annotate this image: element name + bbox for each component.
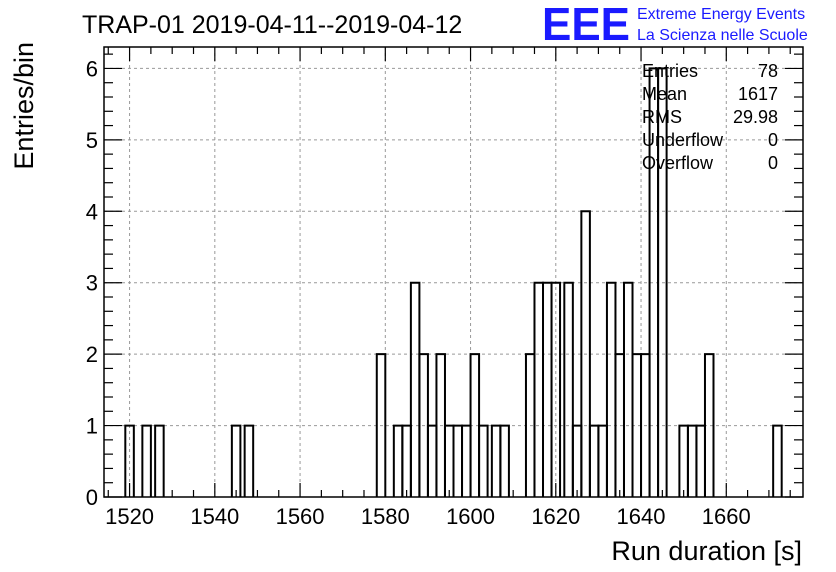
plot-frame (103, 46, 804, 498)
y-tick-label: 2 (86, 342, 98, 367)
stats-label: RMS (642, 107, 682, 127)
histogram-bin (426, 424, 438, 497)
x-tick-label: 1640 (617, 504, 666, 529)
x-tick-label: 1560 (276, 504, 325, 529)
x-tick-label: 1520 (105, 504, 154, 529)
y-tick-label: 4 (86, 199, 98, 224)
histogram-bin (563, 281, 574, 497)
y-axis-label: Entries/bin (9, 42, 39, 170)
x-axis-label: Run duration [s] (611, 536, 802, 566)
y-tick-label: 0 (86, 485, 98, 510)
axis-ticks (104, 47, 803, 498)
histogram-bin (409, 281, 421, 497)
histogram-bin (678, 424, 689, 497)
stats-label: Mean (642, 84, 687, 104)
logo-line2: La Scienza nelle Scuole (637, 27, 808, 44)
logo-line1: Extreme Energy Events (637, 6, 805, 23)
stats-value: 29.98 (733, 107, 778, 127)
stats-value: 78 (758, 61, 778, 81)
histogram-bin (622, 281, 634, 497)
histogram-bin (571, 424, 583, 497)
stats-label: Underflow (642, 130, 724, 150)
y-tick-label: 3 (86, 271, 98, 296)
x-tick-label: 1600 (446, 504, 495, 529)
histogram-bin (124, 424, 135, 497)
logo: EEE Extreme Energy Events La Scienza nel… (542, 0, 808, 50)
chart-title: TRAP-01 2019-04-11--2019-04-12 (82, 11, 462, 39)
stats-value: 0 (768, 153, 778, 173)
histogram-bin (772, 424, 783, 497)
histogram-bin (141, 424, 152, 497)
histogram-bin (703, 353, 715, 497)
histogram-bin (550, 281, 562, 497)
histogram-bin (499, 424, 510, 497)
histogram-bin (478, 424, 489, 497)
histogram-bin (695, 424, 706, 497)
histogram-bin (533, 281, 545, 497)
stats-value: 1617 (738, 84, 778, 104)
histogram-bin (657, 67, 668, 497)
histogram-bin (375, 353, 387, 497)
histogram-bin (230, 424, 242, 497)
stats-value: 0 (768, 130, 778, 150)
histogram-bin (461, 424, 472, 497)
histogram-bars (124, 67, 783, 497)
histogram-bin (580, 210, 591, 497)
histogram-bin (443, 424, 455, 497)
y-tick-label: 5 (86, 128, 98, 153)
y-tick-labels: 0 1 2 3 4 5 6 (86, 56, 98, 510)
histogram-bin (588, 424, 600, 497)
grid-lines (104, 47, 803, 497)
histogram-bin (401, 424, 412, 497)
y-tick-label: 1 (86, 414, 98, 439)
y-tick-label: 6 (86, 56, 98, 81)
histogram-bin (686, 424, 698, 497)
x-tick-labels: 1520 1540 1560 1580 1600 1620 1640 1660 (105, 504, 751, 529)
histogram-bin (605, 281, 617, 497)
histogram-bin (392, 424, 404, 497)
x-tick-label: 1620 (531, 504, 580, 529)
histogram-bin (243, 424, 255, 497)
histogram-bin (154, 424, 165, 497)
stats-box: Entries 78 Mean 1617 RMS 29.98 Underflow 0 Overf… (642, 61, 778, 173)
stats-label: Overflow (642, 153, 714, 173)
x-tick-label: 1660 (702, 504, 751, 529)
logo-mark: EEE (542, 0, 630, 50)
histogram-bin (452, 424, 464, 497)
histogram-bin (597, 424, 608, 497)
stats-label: Entries (642, 61, 698, 81)
histogram-bin (542, 281, 553, 497)
x-tick-label: 1580 (361, 504, 410, 529)
x-tick-label: 1540 (190, 504, 239, 529)
histogram-bin (490, 424, 502, 497)
